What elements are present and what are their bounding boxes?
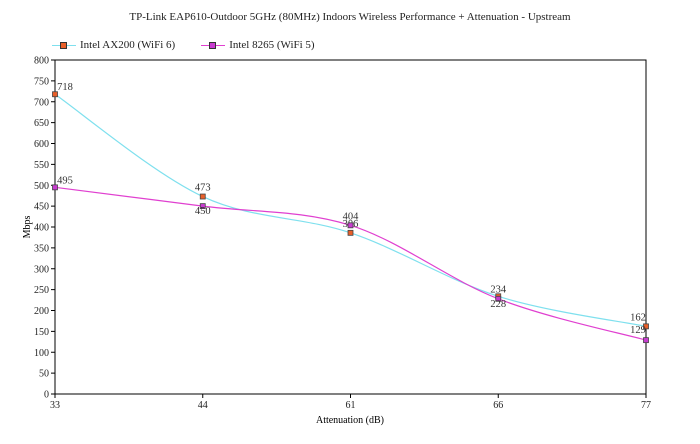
data-point[interactable] <box>643 323 649 330</box>
y-tick-label: 0 <box>44 390 49 401</box>
y-tick-label: 300 <box>34 264 49 275</box>
data-point[interactable] <box>643 337 649 344</box>
data-point[interactable] <box>347 229 354 236</box>
x-tick-label: 44 <box>198 400 208 411</box>
y-tick-label: 50 <box>39 369 49 380</box>
legend: Intel AX200 (WiFi 6) Intel 8265 (WiFi 5) <box>52 39 315 51</box>
y-tick-label: 600 <box>34 139 49 150</box>
y-tick-label: 400 <box>34 223 49 234</box>
data-point[interactable] <box>199 203 206 210</box>
data-label: 718 <box>57 82 73 93</box>
legend-line-8265 <box>201 41 226 49</box>
legend-label-ax200: Intel AX200 (WiFi 6) <box>80 39 176 51</box>
y-tick-label: 650 <box>34 118 49 129</box>
series-line <box>54 93 647 327</box>
y-tick-label: 250 <box>34 285 49 296</box>
legend-marker-8265 <box>209 41 217 49</box>
y-tick-label: 550 <box>34 160 49 171</box>
chart-title: TP-Link EAP610-Outdoor 5GHz (80MHz) Indo… <box>129 11 571 23</box>
chart-axes: 0 50 100 150 200 250 300 350 400 450 500 550 600 650 7… <box>34 56 651 412</box>
x-axis-title: Attenuation (dB) <box>316 415 384 426</box>
data-label: 129 <box>630 325 646 336</box>
data-point[interactable] <box>52 91 58 98</box>
x-tick-label: 61 <box>346 400 356 411</box>
data-point[interactable] <box>52 184 58 191</box>
y-tick-label: 500 <box>34 181 49 192</box>
y-tick-label: 350 <box>34 243 49 254</box>
legend-item-ax200[interactable]: Intel AX200 (WiFi 6) <box>52 39 175 51</box>
x-tick-label: 33 <box>50 400 60 411</box>
legend-item-8265[interactable]: Intel 8265 (WiFi 5) <box>201 39 315 51</box>
y-tick-label: 450 <box>34 202 49 213</box>
data-label: 234 <box>490 284 507 295</box>
data-point[interactable] <box>495 295 502 302</box>
series-line <box>54 186 647 341</box>
chart-series: 718473386234162495450404228129 <box>52 82 649 344</box>
y-tick-label: 150 <box>34 327 49 338</box>
data-point[interactable] <box>347 222 354 229</box>
data-label: 162 <box>630 312 646 323</box>
y-tick-label: 200 <box>34 306 49 317</box>
data-label: 450 <box>195 206 211 217</box>
y-axis-title: Mbps <box>22 216 33 239</box>
data-point[interactable] <box>199 193 206 200</box>
data-label: 495 <box>57 175 73 186</box>
x-tick-label: 66 <box>493 400 503 411</box>
y-tick-label: 700 <box>34 97 49 108</box>
legend-line-ax200 <box>52 41 76 49</box>
legend-label-8265: Intel 8265 (WiFi 5) <box>229 39 315 51</box>
data-label: 404 <box>343 211 360 222</box>
x-tick-label: 77 <box>641 400 651 411</box>
y-tick-label: 750 <box>34 76 49 87</box>
legend-marker-ax200 <box>60 41 67 49</box>
data-label: 473 <box>195 183 211 194</box>
y-tick-label: 100 <box>34 348 49 359</box>
y-tick-label: 800 <box>34 56 49 67</box>
data-label: 228 <box>490 299 506 310</box>
